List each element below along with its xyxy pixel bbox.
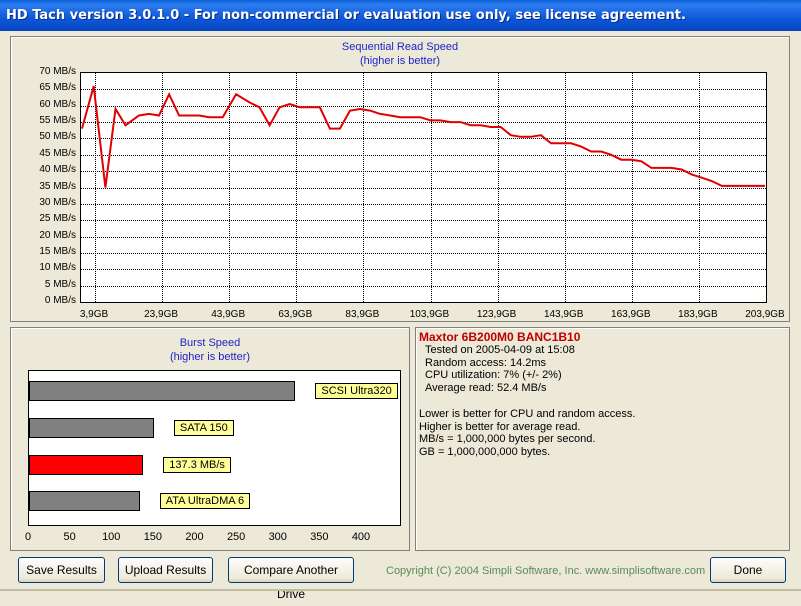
note-mbs-def: MB/s = 1,000,000 bytes per second. <box>419 433 596 446</box>
y-tick-label: 65 MB/s <box>39 82 76 94</box>
burst-tick-label: 100 <box>102 531 121 543</box>
y-tick-label: 55 MB/s <box>39 115 76 127</box>
note-lower-better: Lower is better for CPU and random acces… <box>419 407 636 420</box>
y-tick-label: 20 MB/s <box>39 229 76 241</box>
upload-results-button[interactable]: Upload Results <box>118 557 213 583</box>
compare-drive-button[interactable]: Compare Another Drive <box>228 557 354 601</box>
read-grid-v <box>229 73 231 302</box>
read-grid-h <box>81 89 766 91</box>
burst-chart-title: Burst Speed (higher is better) <box>140 336 280 364</box>
y-tick-label: 25 MB/s <box>39 213 76 225</box>
read-grid-h <box>81 154 766 156</box>
cpu-utilization: CPU utilization: 7% (+/- 2%) <box>425 369 562 382</box>
x-tick-label: 183,9GB <box>678 309 718 320</box>
burst-bar-label: ATA UltraDMA 6 <box>159 493 251 509</box>
read-chart-title: Sequential Read Speed (higher is better) <box>300 40 500 68</box>
tested-date: Tested on 2005-04-09 at 15:08 <box>425 343 575 356</box>
read-grid-v <box>497 73 499 302</box>
burst-bar-label: SCSI Ultra320 <box>315 383 398 399</box>
done-button[interactable]: Done <box>710 557 786 583</box>
burst-chart-panel <box>10 327 410 551</box>
note-higher-better: Higher is better for average read. <box>419 420 581 433</box>
burst-bar <box>29 418 154 438</box>
y-tick-label: 50 MB/s <box>39 131 76 143</box>
read-grid-v <box>296 73 298 302</box>
x-tick-label: 43,9GB <box>211 309 246 320</box>
read-grid-v <box>698 73 700 302</box>
drive-info: Maxtor 6B200M0 BANC1B10 Tested on 2005-0… <box>419 331 785 459</box>
x-tick-label: 203,9GB <box>745 309 785 320</box>
note-gb-def: GB = 1,000,000,000 bytes. <box>419 446 551 459</box>
read-grid-v <box>95 73 96 302</box>
burst-bar-label: 137.3 MB/s <box>163 457 231 473</box>
read-grid-h <box>81 203 766 205</box>
read-grid-h <box>81 138 766 140</box>
y-tick-label: 10 MB/s <box>39 262 76 274</box>
burst-bar-label: SATA 150 <box>173 420 234 436</box>
x-tick-label: 103,9GB <box>409 309 450 320</box>
burst-chart-subtitle: (higher is better) <box>169 351 251 363</box>
burst-tick-label: 250 <box>226 531 246 543</box>
y-tick-label: 60 MB/s <box>39 98 76 110</box>
burst-chart-title-text: Burst Speed <box>179 337 241 349</box>
copyright-text: Copyright (C) 2004 Simpli Software, Inc.… <box>386 565 706 577</box>
read-grid-h <box>81 285 766 287</box>
read-grid-h <box>81 171 766 173</box>
read-chart-title-text: Sequential Read Speed <box>341 41 459 53</box>
read-grid-v <box>363 73 365 302</box>
burst-tick-label: 0 <box>24 531 32 543</box>
read-chart-subtitle: (higher is better) <box>359 55 441 67</box>
y-tick-label: 70 MB/s <box>39 66 76 77</box>
x-tick-label: 163,9GB <box>611 309 651 320</box>
y-tick-label: 15 MB/s <box>39 245 76 257</box>
window-bottom-edge <box>0 589 801 591</box>
read-grid-h <box>81 252 766 254</box>
x-tick-label: 3,9GB <box>79 309 109 320</box>
read-chart-plot <box>80 72 767 303</box>
read-grid-h <box>81 187 766 189</box>
read-grid-v <box>564 73 566 302</box>
burst-tick-label: 400 <box>351 531 371 543</box>
read-grid-h <box>81 122 766 124</box>
drive-name: Maxtor 6B200M0 BANC1B10 <box>419 330 581 344</box>
y-tick-label: 40 MB/s <box>39 164 76 176</box>
read-grid-h <box>81 269 766 271</box>
random-access: Random access: 14.2ms <box>425 356 547 369</box>
y-tick-label: 5 MB/s <box>44 278 76 290</box>
drive-info-panel <box>415 327 790 551</box>
burst-bar <box>29 381 296 401</box>
y-tick-label: 30 MB/s <box>39 196 76 208</box>
burst-bar <box>29 455 144 475</box>
read-grid-v <box>162 73 164 302</box>
read-speed-line <box>81 85 765 188</box>
burst-bar <box>29 491 140 511</box>
x-tick-label: 143,9GB <box>543 309 584 320</box>
save-results-button[interactable]: Save Results <box>18 557 105 583</box>
y-tick-label: 35 MB/s <box>39 180 76 192</box>
average-read: Average read: 52.4 MB/s <box>425 382 547 395</box>
read-grid-v <box>631 73 633 302</box>
x-tick-label: 123,9GB <box>476 309 517 320</box>
burst-tick-label: 300 <box>268 531 287 543</box>
read-grid-h <box>81 220 766 222</box>
y-tick-label: 45 MB/s <box>39 147 76 159</box>
burst-tick-label: 200 <box>185 531 204 543</box>
title-bar: HD Tach version 3.0.1.0 - For non-commer… <box>0 0 801 31</box>
read-grid-h <box>81 236 766 238</box>
read-chart-svg <box>81 85 765 188</box>
read-grid-v <box>430 73 432 302</box>
burst-tick-label: 50 <box>63 531 76 543</box>
y-tick-label: 0 MB/s <box>44 295 76 306</box>
x-tick-label: 83,9GB <box>345 309 380 320</box>
x-tick-label: 63,9GB <box>278 309 313 320</box>
burst-chart-plot: SCSI Ultra320 SATA 150 137.3 MB/s ATA Ultra… <box>28 370 401 526</box>
x-tick-label: 23,9GB <box>144 309 179 320</box>
burst-tick-label: 350 <box>310 531 329 543</box>
read-grid-h <box>81 105 766 107</box>
burst-tick-label: 150 <box>143 531 163 543</box>
window-title: HD Tach version 3.0.1.0 - For non-commer… <box>6 8 686 23</box>
